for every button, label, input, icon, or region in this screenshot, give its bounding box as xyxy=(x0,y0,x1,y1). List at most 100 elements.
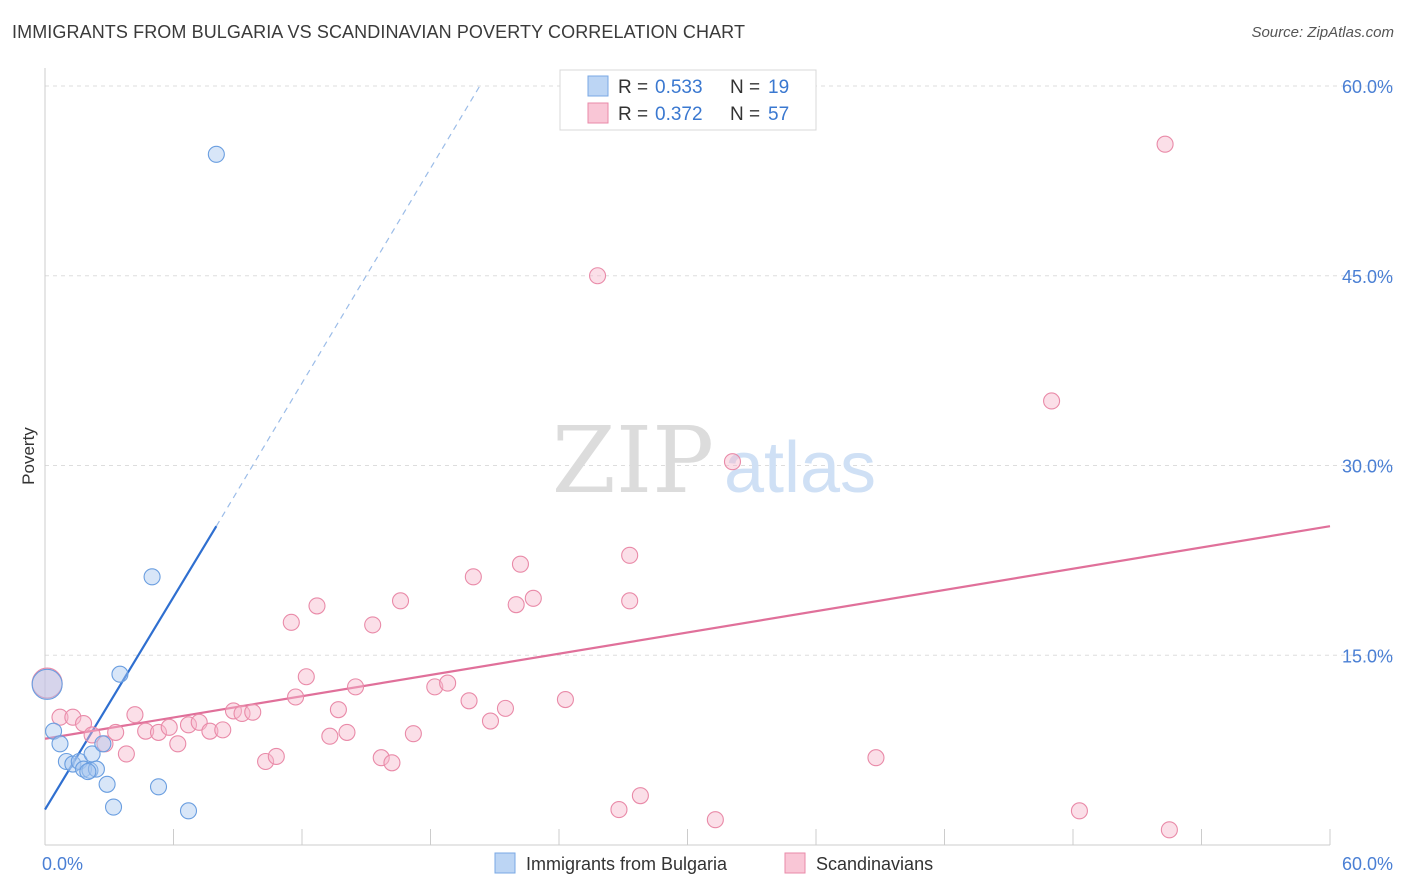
legend-n-label-2: N = xyxy=(730,104,760,125)
point-scand-47 xyxy=(631,787,649,805)
watermark: ZIP atlas xyxy=(552,407,876,514)
point-scand-24 xyxy=(297,668,315,686)
point-bulgaria-12 xyxy=(104,798,123,816)
legend-n-value-1: 19 xyxy=(768,77,789,98)
point-scand-15 xyxy=(201,722,219,740)
point-scand-26 xyxy=(321,727,339,745)
point-scand-7 xyxy=(117,745,135,763)
point-scand-46 xyxy=(610,801,628,819)
point-scand-45 xyxy=(588,267,607,285)
point-scand-10 xyxy=(149,723,168,741)
point-bulgaria-11 xyxy=(98,775,116,793)
watermark-zip: ZIP xyxy=(552,407,714,514)
point-scand-32 xyxy=(383,754,401,772)
point-scand-25 xyxy=(308,597,326,615)
point-scand-44 xyxy=(556,690,574,709)
point-bulgaria-14 xyxy=(143,568,161,586)
point-scand-36 xyxy=(439,674,457,692)
bottom-legend-label-scand: Scandinavians xyxy=(816,854,933,874)
trend-line-bulgaria xyxy=(44,525,218,811)
x-tick-label-0: 0.0% xyxy=(42,854,83,874)
point-scand-33 xyxy=(391,592,410,610)
point-scand-37 xyxy=(460,692,478,710)
point-scand-29 xyxy=(346,678,365,696)
legend-n-value-2: 57 xyxy=(768,104,789,125)
point-scand-49 xyxy=(621,546,639,564)
point-scand-39 xyxy=(481,712,500,730)
point-scand-28 xyxy=(338,723,356,741)
point-scand-40 xyxy=(496,699,515,717)
legend-swatch-scand xyxy=(587,102,609,124)
point-scand-48 xyxy=(621,592,639,610)
point-scand-12 xyxy=(169,735,187,753)
point-scand-8 xyxy=(126,706,144,724)
bottom-legend-swatch-scand xyxy=(784,852,806,874)
point-scand-42 xyxy=(511,555,530,573)
point-scand-54 xyxy=(1070,802,1088,820)
point-scand-2 xyxy=(64,708,82,726)
point-scand-35 xyxy=(426,678,444,696)
point-scand-52 xyxy=(867,749,885,767)
legend: R = 0.533 N = 19 R = 0.372 N = 57 xyxy=(559,69,817,131)
grid-lines xyxy=(45,85,1395,656)
point-scand-34 xyxy=(404,725,422,743)
point-scand-31 xyxy=(372,749,390,767)
point-bulgaria-2 xyxy=(51,735,69,753)
y-tick-label-2: 45.0% xyxy=(1342,267,1393,287)
point-scand-53 xyxy=(1043,392,1061,410)
legend-r-label-1: R = xyxy=(618,77,648,98)
point-scand-38 xyxy=(464,568,482,586)
y-tick-label-1: 30.0% xyxy=(1342,457,1393,477)
bottom-legend-swatch-bulgaria xyxy=(494,852,516,874)
y-axis-label: Poverty xyxy=(19,427,38,485)
point-scand-9 xyxy=(137,722,155,740)
point-scand-30 xyxy=(364,616,382,634)
y-tick-label-3: 60.0% xyxy=(1342,77,1393,97)
point-bulgaria-16 xyxy=(179,802,198,820)
point-scand-13 xyxy=(179,716,198,734)
point-scand-56 xyxy=(1160,821,1178,839)
point-bulgaria-10 xyxy=(94,735,112,753)
point-bulgaria-0 xyxy=(31,668,63,700)
point-bulgaria-13 xyxy=(111,665,129,683)
watermark-atlas: atlas xyxy=(724,428,876,508)
point-scand-51 xyxy=(723,453,742,471)
x-tick-label-1: 60.0% xyxy=(1342,854,1393,874)
chart-title: IMMIGRANTS FROM BULGARIA VS SCANDINAVIAN… xyxy=(12,22,746,42)
trend-line-extension-bulgaria xyxy=(215,85,481,527)
point-scand-55 xyxy=(1156,135,1174,153)
source-label: Source: ZipAtlas.com xyxy=(1251,24,1394,41)
point-bulgaria-17 xyxy=(207,145,225,163)
y-tick-label-0: 15.0% xyxy=(1342,646,1393,666)
point-scand-22 xyxy=(282,613,300,631)
y-tick-labels: 15.0% 30.0% 45.0% 60.0% xyxy=(1342,77,1393,666)
point-scand-43 xyxy=(524,589,542,607)
point-bulgaria-15 xyxy=(149,778,168,796)
point-bulgaria-18 xyxy=(79,763,97,781)
point-scand-11 xyxy=(160,718,178,736)
legend-swatch-bulgaria xyxy=(587,75,609,97)
point-scand-19 xyxy=(244,703,262,721)
point-scand-50 xyxy=(706,811,724,829)
legend-r-label-2: R = xyxy=(618,104,648,125)
legend-r-value-1: 0.533 xyxy=(655,77,703,98)
point-scand-3 xyxy=(75,715,93,733)
point-scand-41 xyxy=(507,596,525,614)
legend-r-value-2: 0.372 xyxy=(655,104,703,125)
data-points xyxy=(31,135,1178,839)
legend-n-label-1: N = xyxy=(730,77,760,98)
point-scand-27 xyxy=(329,701,347,719)
point-scand-21 xyxy=(267,747,285,766)
point-scand-20 xyxy=(257,752,275,771)
point-scand-16 xyxy=(214,721,232,739)
bottom-legend: Immigrants from Bulgaria Scandinavians xyxy=(494,852,933,874)
point-scand-6 xyxy=(107,723,125,741)
point-scand-23 xyxy=(287,688,305,706)
bottom-legend-label-bulgaria: Immigrants from Bulgaria xyxy=(526,854,728,874)
trend-lines xyxy=(44,85,1331,811)
axes xyxy=(44,68,1331,846)
point-scand-1 xyxy=(51,708,69,726)
trend-line-scand xyxy=(44,525,1331,740)
x-tick-labels: 0.0% 60.0% xyxy=(42,854,1393,874)
